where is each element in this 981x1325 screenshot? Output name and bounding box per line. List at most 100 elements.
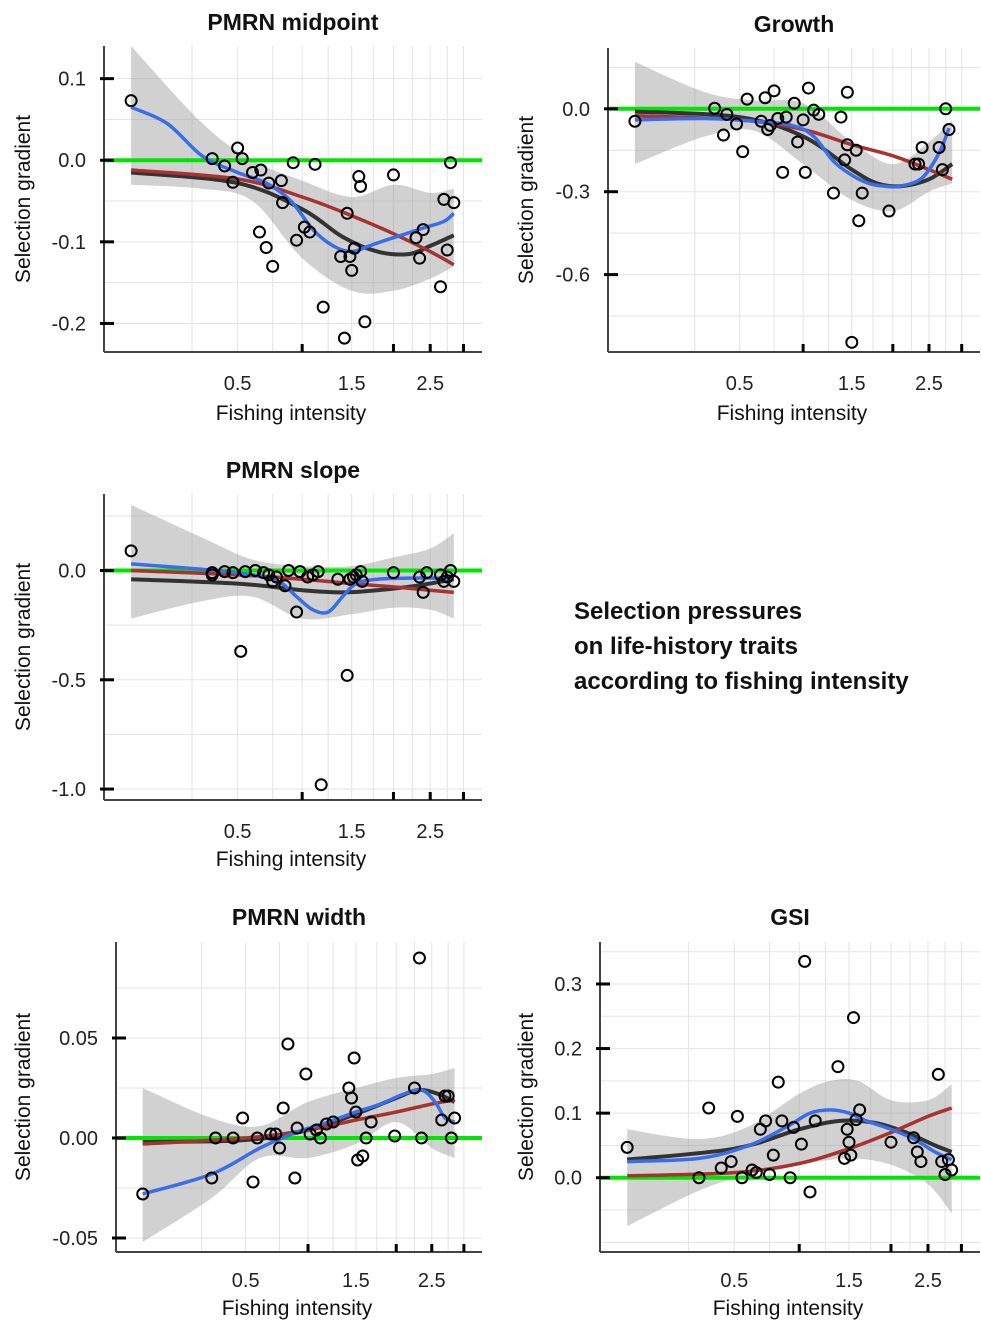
y-tick-label: -0.05 (52, 1228, 98, 1250)
panel-2: 0.0 -0.3 -0.6 0.5 1.5 2.5 Fishing intensity Sel… (515, 11, 980, 425)
data-point (420, 566, 434, 580)
data-point (763, 118, 777, 132)
plot-area (116, 951, 482, 1242)
x-tick-label: 0.5 (720, 1270, 748, 1292)
y-tick-label: -0.2 (52, 313, 86, 335)
confidence-band (634, 61, 953, 212)
y-tick-label: 0.1 (58, 69, 86, 91)
data-point (775, 1114, 789, 1128)
data-point (935, 1155, 949, 1169)
data-point (246, 1175, 260, 1189)
data-point (356, 1149, 370, 1163)
data-point (345, 1091, 359, 1105)
data-point (407, 1081, 421, 1095)
data-point (779, 110, 793, 124)
data-point (234, 644, 248, 658)
x-tick-label: 0.5 (726, 373, 754, 395)
data-point (758, 91, 772, 105)
data-point (331, 572, 345, 586)
data-point (359, 1131, 373, 1145)
data-point (347, 241, 361, 255)
data-point (444, 156, 458, 170)
x-axis-title: Fishing intensity (216, 848, 367, 871)
y-tick-label: 0.05 (59, 1028, 98, 1050)
data-point (766, 1148, 780, 1162)
data-point (124, 544, 138, 558)
data-point (845, 335, 859, 349)
data-point (796, 113, 810, 127)
y-tick-label: -1.0 (52, 779, 86, 801)
data-point (794, 1137, 808, 1151)
data-point (205, 152, 219, 166)
x-tick-label: 0.5 (224, 373, 252, 395)
x-axis-title: Fishing intensity (713, 1297, 864, 1320)
black-trend-line (131, 577, 455, 595)
x-tick-label: 0.5 (224, 821, 252, 843)
data-point (276, 196, 290, 210)
data-point (254, 163, 268, 177)
data-point (299, 1067, 313, 1081)
confidence-band (142, 1068, 455, 1242)
data-point (826, 186, 840, 200)
red-trend-line (142, 1098, 455, 1146)
data-point (834, 110, 848, 124)
data-point (231, 141, 245, 155)
data-point (250, 1131, 264, 1145)
data-point (303, 225, 317, 239)
plot-area (608, 61, 980, 349)
data-point (313, 1131, 327, 1145)
data-point (349, 1105, 363, 1119)
x-tick-label: 2.5 (418, 1270, 446, 1292)
data-point (434, 280, 448, 294)
data-point (269, 570, 283, 584)
data-point (262, 176, 276, 190)
data-point (447, 574, 461, 588)
plot-background (116, 942, 482, 1252)
data-point (852, 214, 866, 228)
data-point (252, 225, 266, 239)
data-point (914, 1155, 928, 1169)
data-point (413, 251, 427, 265)
data-point (340, 668, 354, 682)
y-tick-label: 0.0 (58, 150, 86, 172)
data-point (226, 566, 240, 580)
black-trend-line (634, 109, 954, 189)
data-point (311, 565, 325, 579)
data-point (708, 101, 722, 115)
panel-title: PMRN midpoint (207, 9, 379, 35)
blue-smooth-line (130, 105, 455, 254)
plot-background (104, 494, 482, 800)
plot-area (104, 46, 482, 345)
y-tick-label: 0.0 (562, 99, 590, 121)
data-point (791, 135, 805, 149)
x-tick-label: 2.5 (416, 821, 444, 843)
data-point (340, 206, 354, 220)
data-point (730, 1109, 744, 1123)
plot-area (600, 954, 980, 1227)
data-point (808, 1114, 822, 1128)
data-point (907, 1131, 921, 1145)
y-tick-label: 0.2 (554, 1039, 582, 1061)
y-tick-label: -0.1 (52, 232, 86, 254)
data-point (281, 1037, 295, 1051)
panel-title: Growth (754, 11, 835, 37)
x-tick-label: 2.5 (416, 373, 444, 395)
data-point (386, 566, 400, 580)
data-point (783, 1171, 797, 1185)
data-point (316, 300, 330, 314)
panel-1: 0.1 0.0 -0.1 -0.2 0.5 1.5 2.5 Fishing intensity… (12, 9, 482, 425)
data-point (345, 263, 359, 277)
data-point (798, 954, 812, 968)
data-point (939, 102, 953, 116)
x-tick-label: 1.5 (338, 373, 366, 395)
blue-smooth-line (634, 116, 951, 189)
data-point (842, 1135, 856, 1149)
data-point (273, 1141, 287, 1155)
y-axis-title: Selection gradient (12, 1013, 35, 1181)
y-axis-title: Selection gradient (515, 1013, 538, 1181)
data-point (136, 1187, 150, 1201)
data-point (735, 1171, 749, 1185)
data-point (308, 157, 322, 171)
data-point (855, 186, 869, 200)
